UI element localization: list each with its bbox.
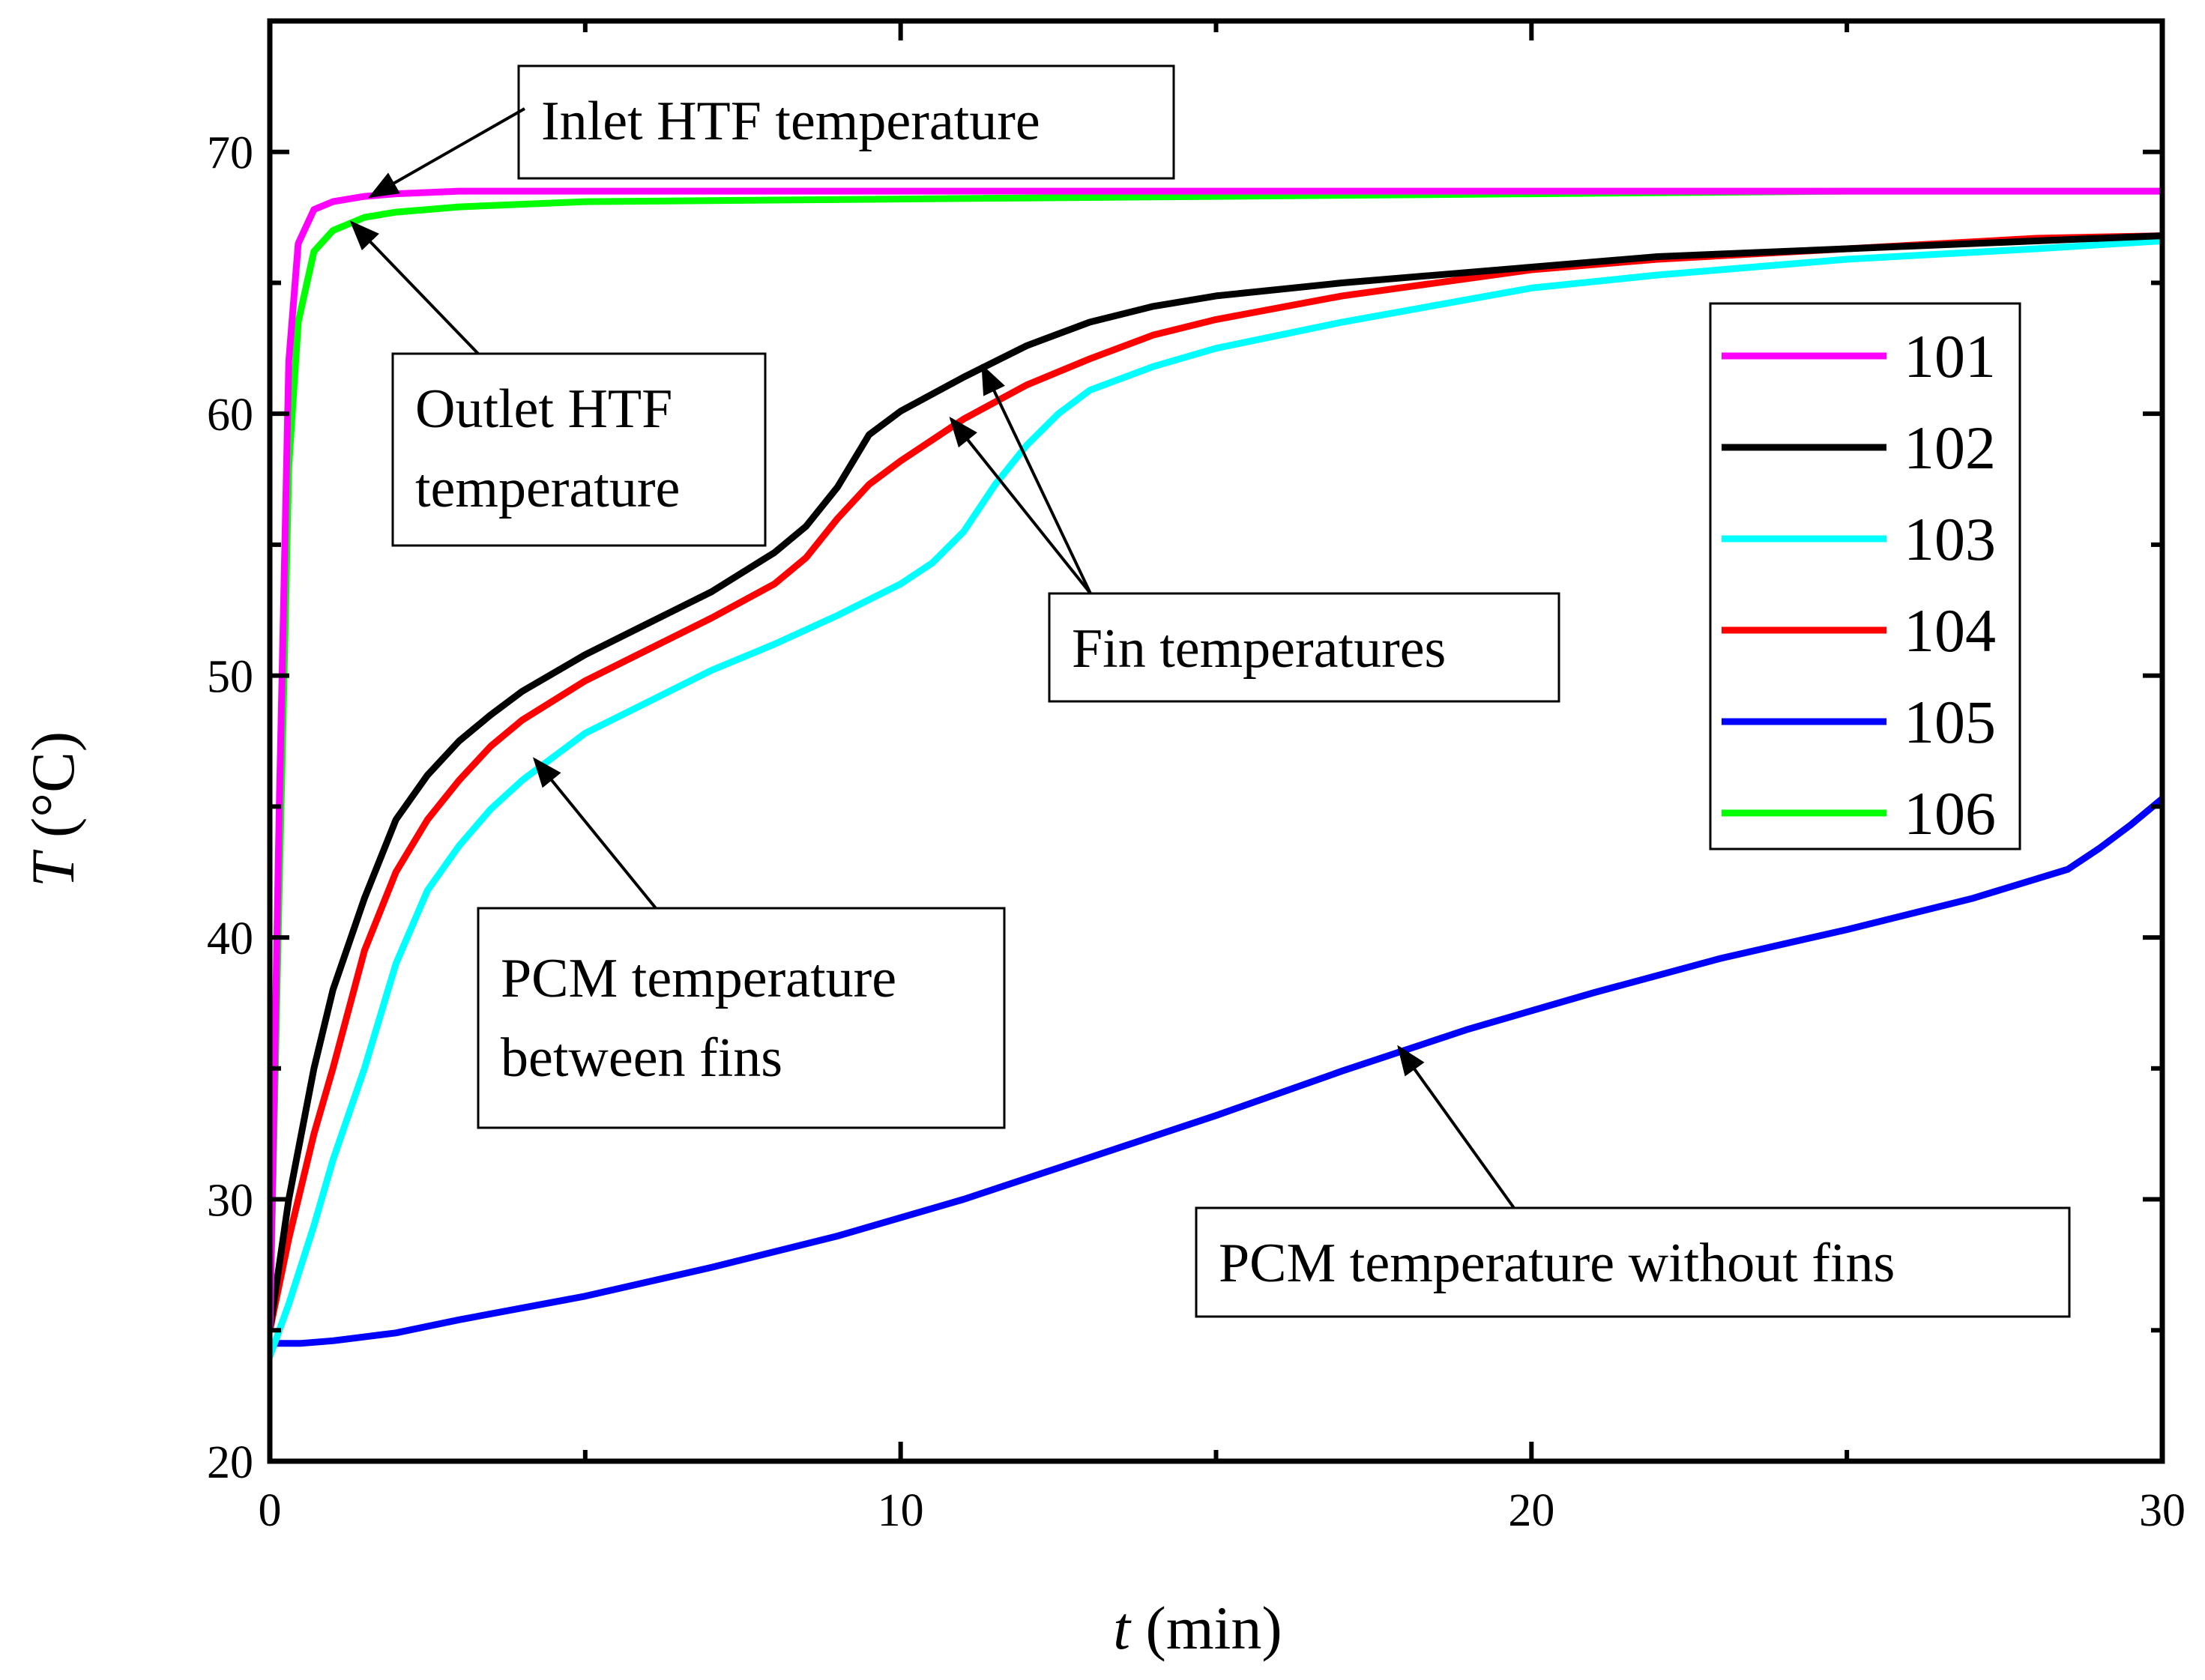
legend-item-106: 106	[1722, 779, 1996, 847]
legend-label: 105	[1904, 688, 1996, 756]
x-axis-variable: t	[1113, 1594, 1132, 1662]
series-line-104	[270, 232, 2162, 1334]
annotation-box	[477, 907, 1006, 1129]
annotation-box	[1048, 592, 1560, 703]
annotation-arrow	[368, 107, 525, 199]
series-line-102	[270, 232, 2162, 1334]
x-tick-label: 20	[1508, 1485, 1554, 1536]
legend-label: 101	[1904, 322, 1996, 390]
annotation-arrow	[532, 757, 657, 910]
legend-item-105: 105	[1722, 688, 1996, 756]
annotations: Inlet HTF temperature Outlet HTF temperatu…	[349, 64, 2071, 1318]
legend-label: 103	[1904, 505, 1996, 573]
annotation-text: Fin temperatures	[1072, 618, 1446, 680]
annotation-pcm-between: PCM temperature between fins	[477, 757, 1006, 1129]
y-tick-label: 40	[207, 913, 253, 964]
annotation-text: between fins	[501, 1027, 782, 1089]
series-line-105	[270, 795, 2162, 1347]
legend-item-101: 101	[1722, 322, 1996, 390]
annotation-outlet: Outlet HTF temperature	[349, 220, 767, 547]
x-axis-unit: (min)	[1130, 1594, 1282, 1662]
legend-box	[1709, 302, 2021, 850]
x-axis-title: t (min)	[1113, 1594, 1282, 1662]
annotation-arrow	[349, 220, 480, 355]
y-tick-label: 50	[207, 652, 253, 703]
y-axis-title: T (°C)	[19, 731, 87, 887]
y-tick-label: 30	[207, 1176, 253, 1227]
annotation-fin: Fin temperatures	[949, 363, 1560, 703]
annotation-text: Inlet HTF temperature	[541, 91, 1040, 152]
annotation-text: PCM temperature without fins	[1219, 1233, 1895, 1294]
y-tick-label: 20	[207, 1437, 253, 1488]
legend-label: 106	[1904, 779, 1996, 847]
y-tick-label: 60	[207, 390, 253, 441]
legend: 101 102 103 104 105 106	[1709, 302, 2021, 850]
axis-ticks: 0 10 20 30 20 30 40 50 60 70	[207, 21, 2186, 1536]
y-axis-variable: T	[19, 849, 87, 887]
x-tick-label: 30	[2139, 1485, 2186, 1536]
annotation-arrow	[981, 363, 1092, 594]
legend-item-103: 103	[1722, 505, 1996, 573]
annotation-arrow	[949, 417, 1092, 595]
annotation-box	[517, 64, 1175, 180]
legend-label: 104	[1904, 596, 1996, 665]
legend-item-102: 102	[1722, 414, 1996, 482]
annotation-box	[1195, 1206, 2071, 1318]
x-tick-label: 0	[259, 1485, 282, 1536]
legend-label: 102	[1904, 414, 1996, 482]
annotation-box	[391, 352, 767, 547]
y-axis-unit: (°C)	[19, 731, 87, 853]
legend-item-104: 104	[1722, 596, 1996, 665]
series-line-103	[270, 238, 2162, 1360]
annotation-text: Outlet HTF	[415, 378, 672, 440]
y-tick-label: 70	[207, 128, 253, 179]
x-tick-label: 10	[878, 1485, 924, 1536]
series-line-106	[270, 187, 2162, 1334]
annotation-arrow	[1397, 1045, 1515, 1209]
annotation-pcm-without: PCM temperature without fins	[1195, 1045, 2071, 1318]
annotation-text: PCM temperature	[501, 948, 896, 1009]
annotation-inlet: Inlet HTF temperature	[368, 64, 1175, 199]
annotation-text: temperature	[415, 458, 680, 519]
